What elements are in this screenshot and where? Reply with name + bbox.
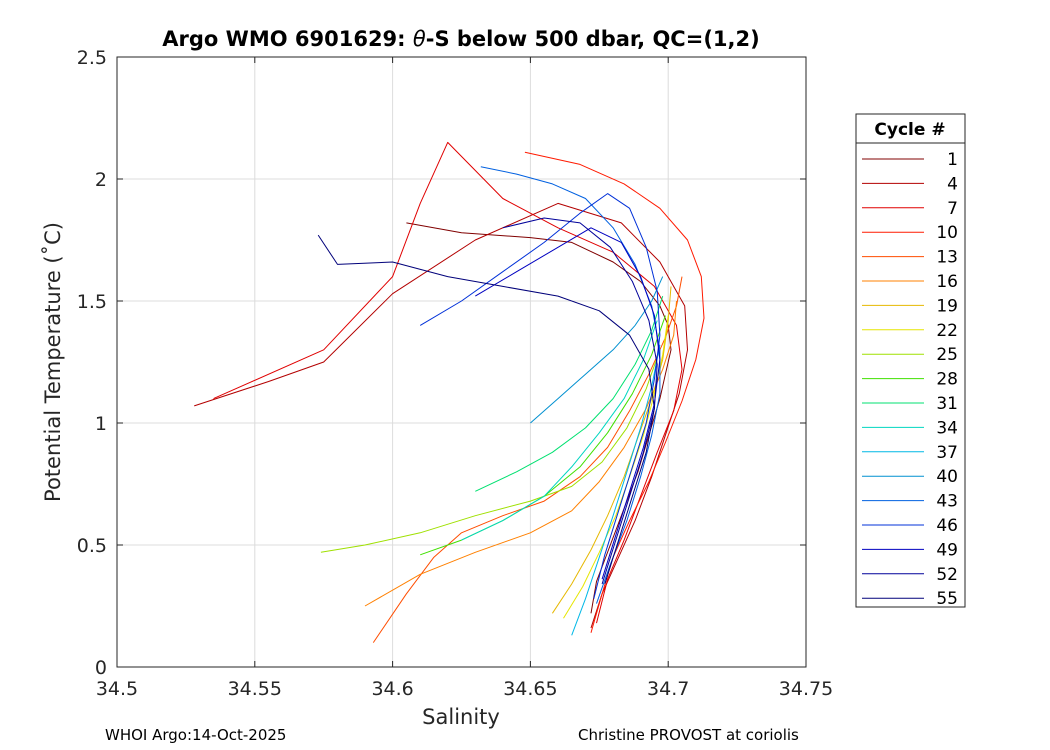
- x-tick-label: 34.75: [779, 678, 833, 700]
- x-tick-label: 34.55: [228, 678, 282, 700]
- legend-label-cycle-16: 16: [936, 272, 958, 292]
- series-line-cycle-49: [475, 227, 661, 580]
- series-line-cycle-43: [480, 166, 661, 604]
- x-tick-label: 34.65: [503, 678, 557, 700]
- legend-label-cycle-4: 4: [947, 174, 958, 194]
- series-line-cycle-31: [475, 295, 664, 492]
- legend-title: Cycle #: [874, 120, 945, 140]
- legend-label-cycle-52: 52: [936, 565, 958, 585]
- legend-label-cycle-34: 34: [936, 418, 958, 438]
- plot-frame: [116, 56, 807, 668]
- legend-label-cycle-37: 37: [936, 443, 958, 463]
- legend-label-cycle-25: 25: [936, 345, 958, 365]
- series-line-cycle-25: [320, 349, 661, 553]
- legend-label-cycle-43: 43: [936, 492, 958, 512]
- x-tick-label: 34.7: [647, 678, 689, 700]
- footer-right: Christine PROVOST at coriolis: [578, 726, 799, 744]
- x-tick-label: 34.5: [96, 678, 138, 700]
- series-line-cycle-46: [419, 193, 661, 599]
- series-line-cycle-22: [563, 315, 669, 619]
- series-line-cycle-19: [551, 286, 672, 614]
- legend-label-cycle-13: 13: [936, 248, 958, 268]
- series-line-cycle-37: [571, 344, 661, 636]
- y-tick-label: 1: [95, 413, 107, 435]
- legend-label-cycle-40: 40: [936, 467, 958, 487]
- y-axis-label: Potential Temperature (˚C): [41, 222, 65, 502]
- legend-label-cycle-28: 28: [936, 370, 958, 390]
- legend: Cycle # 1 4 7 10 13 16 19 22 25 28 31 34 37 40 43 46 49 5…: [855, 113, 966, 609]
- y-tick-label: 2: [95, 169, 107, 191]
- chart-title: Argo WMO 6901629: θ-S below 500 dbar, QC…: [162, 27, 759, 51]
- y-tick-label: 2.5: [77, 47, 107, 69]
- grid-lines: [117, 57, 806, 667]
- legend-label-cycle-55: 55: [936, 589, 958, 609]
- legend-label-cycle-7: 7: [947, 199, 958, 219]
- legend-label-cycle-22: 22: [936, 321, 958, 341]
- series-line-cycle-4: [194, 202, 688, 629]
- legend-label-cycle-19: 19: [936, 296, 958, 316]
- legend-label-cycle-10: 10: [936, 223, 958, 243]
- series-line-cycle-55: [317, 234, 655, 585]
- axis-ticks: 34.5 34.55 34.6 34.65 34.7 34.75 0 0.5 1 1.5 2 2.5: [77, 47, 833, 700]
- legend-items: 1 4 7 10 13 16 19 22 25 28 31 34 37 40 43 46 49 52 55: [862, 150, 958, 609]
- legend-label-cycle-1: 1: [947, 150, 958, 170]
- legend-label-cycle-46: 46: [936, 516, 958, 536]
- series-line-cycle-7: [213, 141, 683, 624]
- y-tick-label: 0.5: [77, 535, 107, 557]
- legend-label-cycle-49: 49: [936, 540, 958, 560]
- series-line-cycle-16: [364, 300, 677, 607]
- footer-left: WHOI Argo:14-Oct-2025: [105, 726, 286, 744]
- legend-label-cycle-31: 31: [936, 394, 958, 414]
- series-layer: [194, 141, 705, 643]
- y-tick-label: 1.5: [77, 291, 107, 313]
- x-axis-label: Salinity: [422, 705, 500, 729]
- series-line-cycle-1: [406, 222, 672, 614]
- x-tick-label: 34.6: [371, 678, 413, 700]
- series-line-cycle-34: [461, 320, 658, 541]
- series-line-cycle-10: [524, 151, 705, 633]
- series-line-cycle-28: [420, 315, 666, 556]
- series-line-cycle-40: [530, 276, 664, 424]
- y-tick-label: 0: [95, 657, 107, 679]
- series-line-cycle-52: [502, 217, 658, 585]
